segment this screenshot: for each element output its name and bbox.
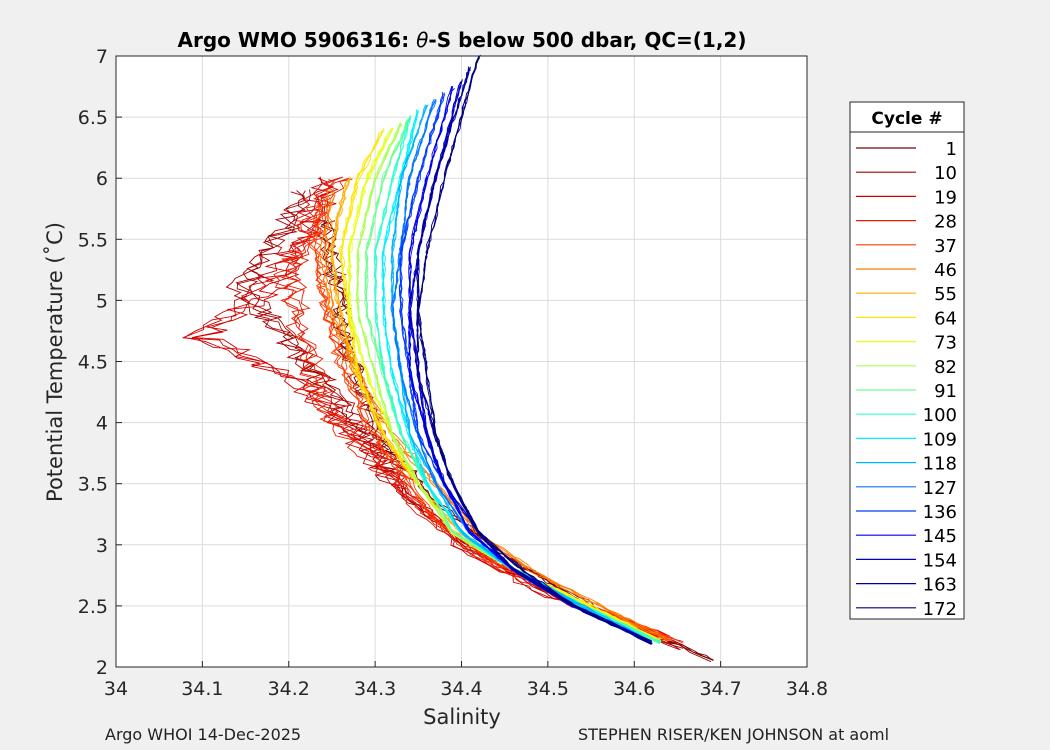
series-line-cycle-145 xyxy=(407,86,651,645)
x-tick-label: 34.3 xyxy=(354,678,396,700)
legend-label-19: 19 xyxy=(934,187,957,208)
y-tick-label: 7 xyxy=(96,46,108,68)
legend-box xyxy=(849,101,965,620)
x-tick-label: 34.7 xyxy=(699,678,741,700)
series-line-cycle-100 xyxy=(373,115,661,644)
series-line-cycle-28 xyxy=(273,176,675,642)
legend-title: Cycle # xyxy=(871,109,942,129)
data-series xyxy=(181,54,714,663)
legend-label-10: 10 xyxy=(934,163,957,184)
x-tick-label: 34.1 xyxy=(181,678,223,700)
series-line-cycle-46 xyxy=(323,190,669,642)
legend-label-91: 91 xyxy=(934,381,957,402)
y-tick-label: 6.5 xyxy=(78,107,108,129)
y-tick-label: 4 xyxy=(96,413,108,435)
footer-right: STEPHEN RISER/KEN JOHNSON at aoml xyxy=(578,725,890,744)
x-axis-label: Salinity xyxy=(423,705,501,729)
series-line-cycle-172 xyxy=(416,55,651,644)
legend: Cycle # 1 10 19 28 37 46 55 64 73 82 91 100 109 118 12… xyxy=(849,101,965,620)
legend-label-82: 82 xyxy=(934,357,957,378)
x-tick-label: 34.5 xyxy=(527,678,569,700)
series-line-cycle-37 xyxy=(307,201,668,637)
legend-label-127: 127 xyxy=(923,478,957,499)
series-line-cycle-172 xyxy=(418,54,653,644)
y-tick-label: 3 xyxy=(96,535,108,557)
y-tick-label: 6 xyxy=(96,168,108,190)
legend-label-64: 64 xyxy=(934,308,957,329)
legend-label-55: 55 xyxy=(934,284,957,305)
series-line-cycle-28 xyxy=(280,179,676,642)
y-tick-label: 5 xyxy=(96,290,108,312)
y-axis-ticks: 2 2.5 3 3.5 4 4.5 5 5.5 6 6.5 7 xyxy=(78,46,122,679)
legend-label-163: 163 xyxy=(923,575,957,596)
x-axis-ticks: 34 34.1 34.2 34.3 34.4 34.5 34.6 34.7 34.8 xyxy=(104,661,828,700)
x-tick-label: 34.2 xyxy=(268,678,310,700)
footer-left: Argo WHOI 14-Dec-2025 xyxy=(105,725,302,744)
x-tick-label: 34.6 xyxy=(613,678,655,700)
legend-items: 1 10 19 28 37 46 55 64 73 82 91 100 109 118 127 136 145 1… xyxy=(856,139,957,620)
x-tick-label: 34 xyxy=(104,678,128,700)
y-tick-label: 2 xyxy=(96,657,108,679)
series-line-cycle-19 xyxy=(182,177,664,639)
x-tick-label: 34.4 xyxy=(440,678,482,700)
legend-label-109: 109 xyxy=(923,429,957,450)
legend-label-154: 154 xyxy=(923,550,957,571)
legend-label-145: 145 xyxy=(923,526,957,547)
y-axis-label: Potential Temperature (˚C) xyxy=(43,222,67,502)
legend-label-37: 37 xyxy=(934,236,957,257)
legend-label-118: 118 xyxy=(923,454,957,475)
chart-title: Argo WMO 5906316: θ-S below 500 dbar, QC… xyxy=(178,28,747,52)
series-line-cycle-127 xyxy=(392,100,652,644)
legend-label-1: 1 xyxy=(946,139,957,160)
y-tick-label: 3.5 xyxy=(78,474,108,496)
series-line-cycle-19 xyxy=(181,177,659,639)
series-line-cycle-109 xyxy=(381,112,652,643)
legend-label-100: 100 xyxy=(923,405,957,426)
legend-label-136: 136 xyxy=(923,502,957,523)
legend-label-28: 28 xyxy=(934,212,957,233)
legend-label-73: 73 xyxy=(934,333,957,354)
series-line-cycle-10 xyxy=(225,191,680,650)
y-tick-label: 4.5 xyxy=(78,352,108,374)
x-tick-label: 34.8 xyxy=(786,678,828,700)
y-tick-label: 2.5 xyxy=(78,596,108,618)
legend-label-172: 172 xyxy=(923,599,957,620)
legend-label-46: 46 xyxy=(934,260,957,281)
y-tick-label: 5.5 xyxy=(78,229,108,251)
